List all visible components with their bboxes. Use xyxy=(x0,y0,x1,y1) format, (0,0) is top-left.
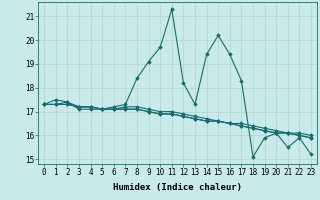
X-axis label: Humidex (Indice chaleur): Humidex (Indice chaleur) xyxy=(113,183,242,192)
